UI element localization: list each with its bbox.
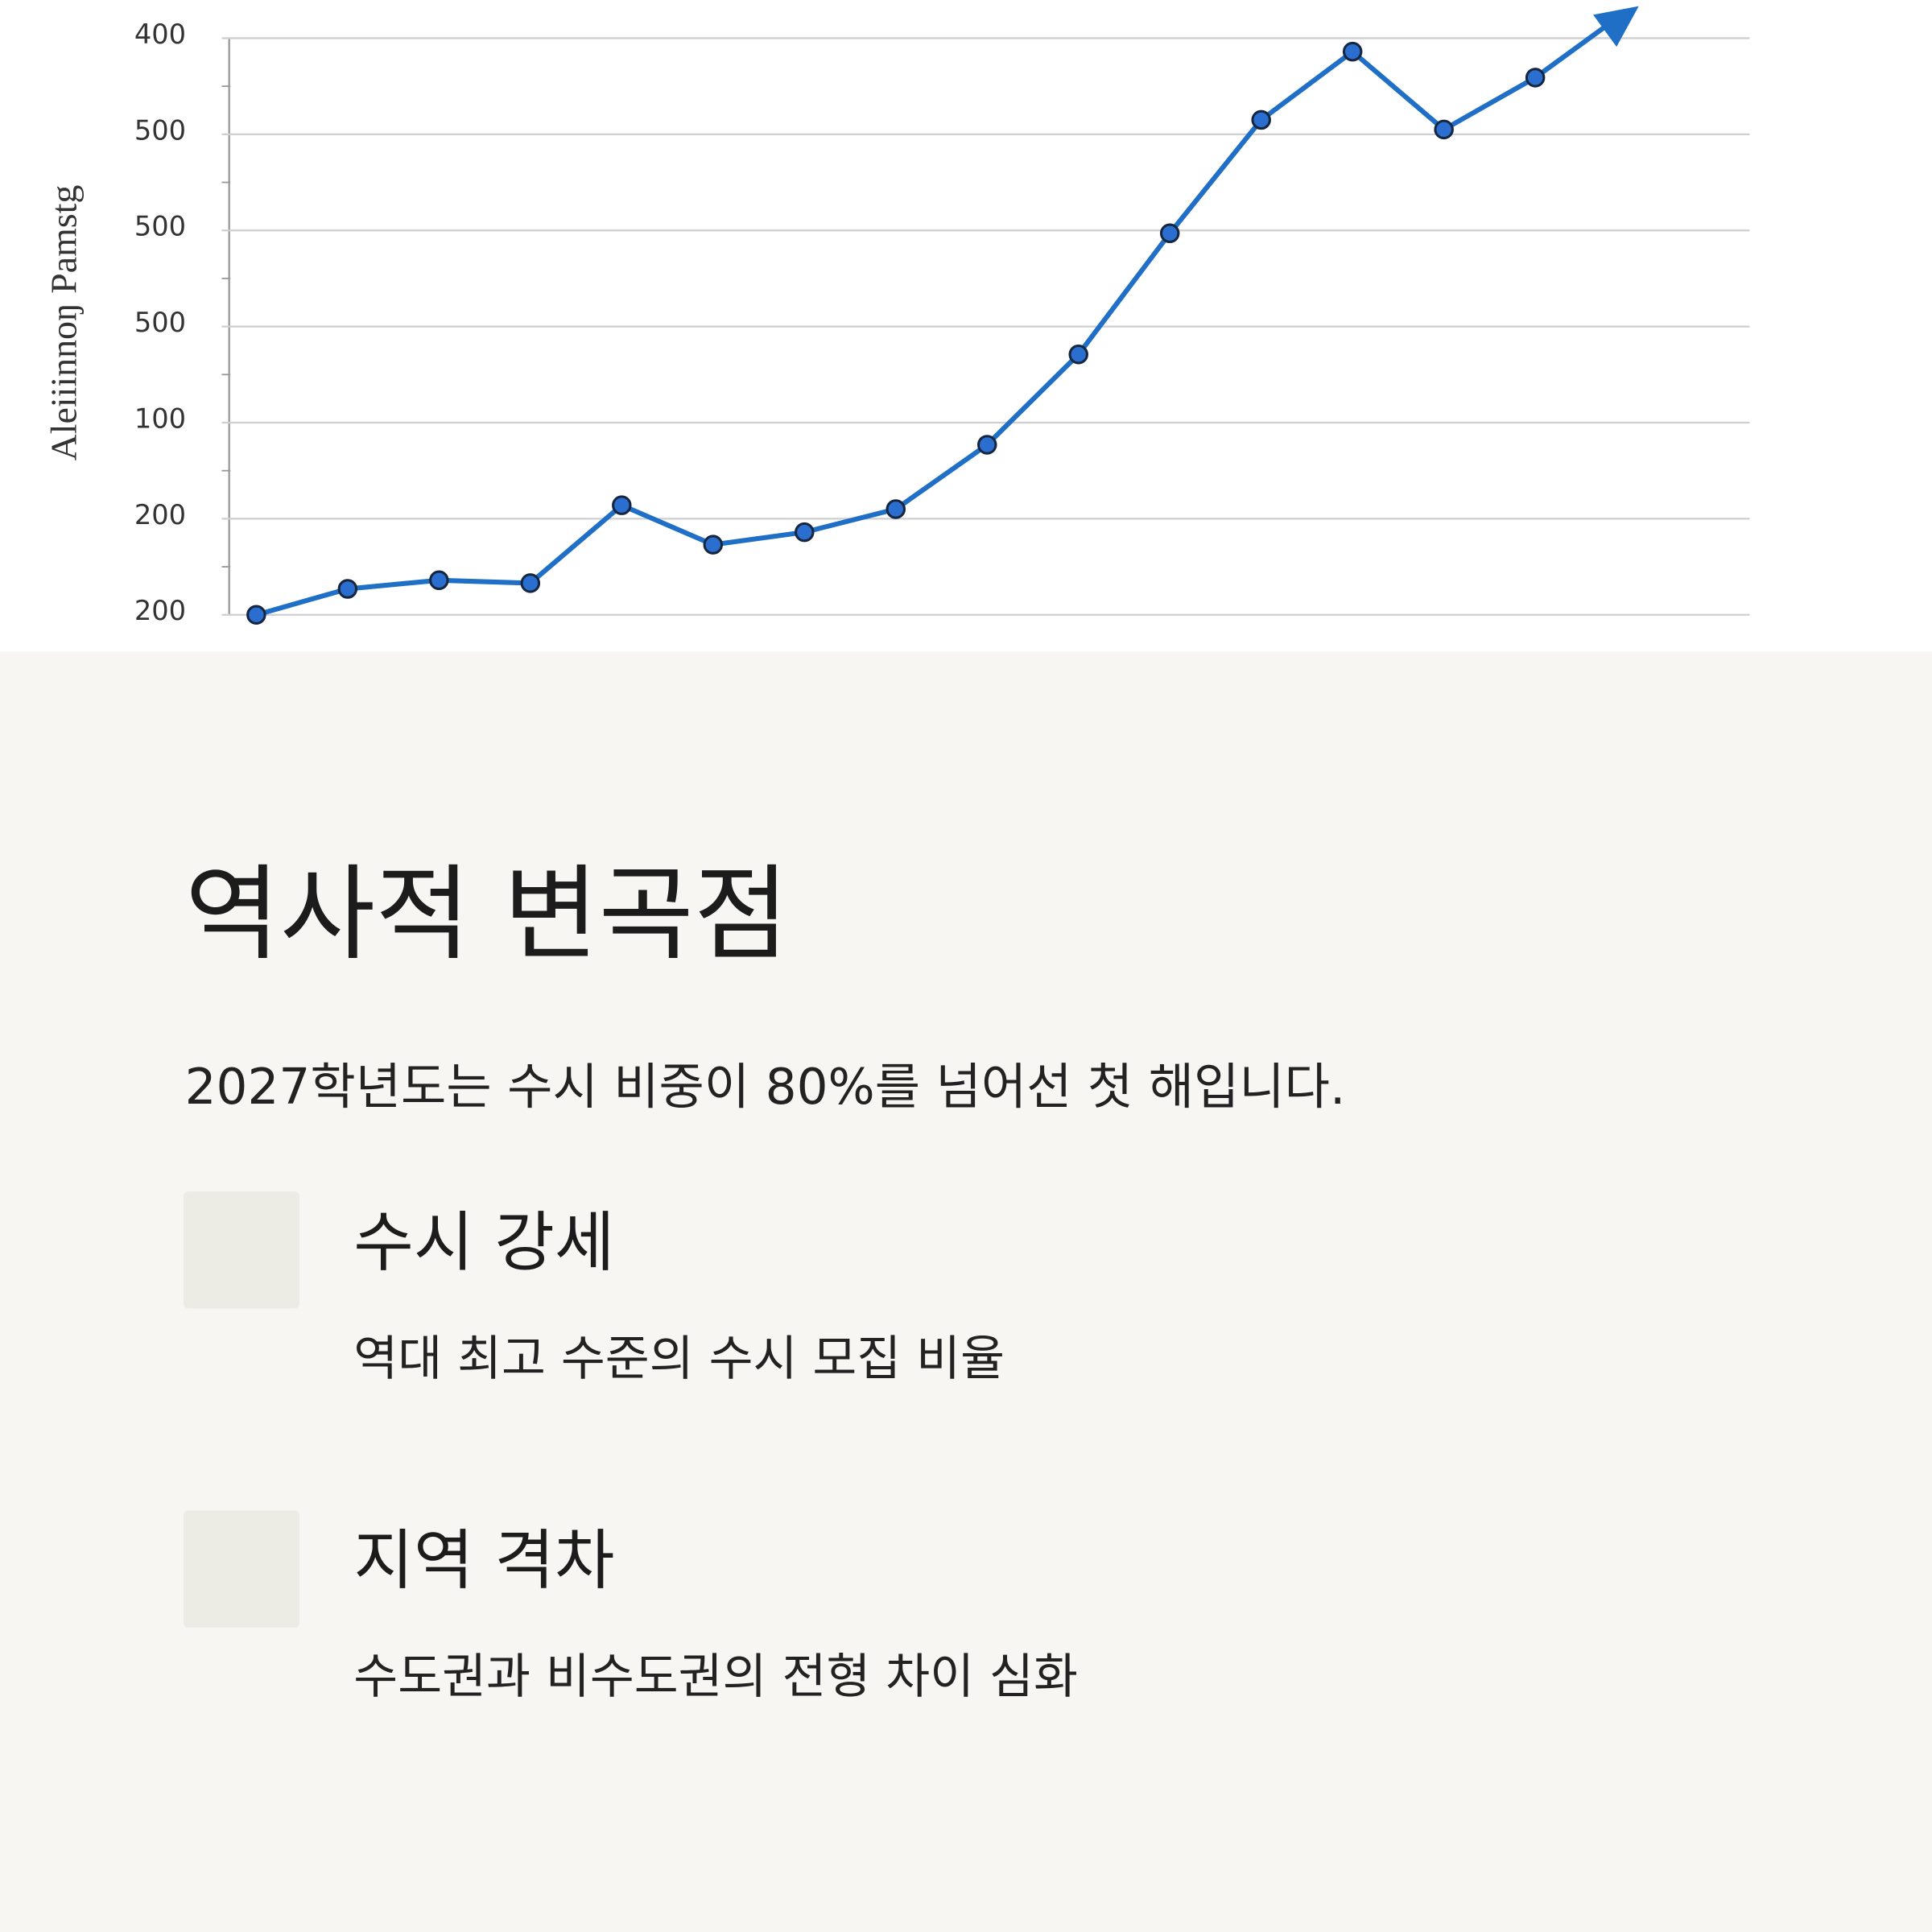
data-point [1068,344,1088,365]
y-tick-label: 200 [134,499,186,530]
item-description: 역대 최고 수준의 수시 모집 비율 [353,1331,1005,1387]
trend-arrow-head [1593,6,1639,47]
data-point [1434,119,1454,140]
data-point [976,435,997,455]
data-point [886,499,906,519]
item-title: 수시 강세 [353,1205,614,1281]
data-point [520,573,541,593]
data-point [429,570,449,591]
y-axis-label: Aleiiinnoŋ Pamstg [43,185,85,461]
data-point [612,495,632,515]
data-point [1342,41,1363,62]
trend-arrow-shaft [1534,23,1610,80]
data-point [1159,223,1180,244]
item-title: 지역 격차 [353,1523,614,1599]
data-point [795,522,815,543]
item-description: 수도권과 비수도권의 전형 차이 심화 [353,1649,1078,1705]
y-tick-label: 500 [134,307,186,338]
subtitle: 2027학년도는 수시 비중이 80%를 넘어선 첫 해입니다. [185,1059,1346,1116]
data-point [1251,109,1271,130]
data-point [246,605,266,625]
item-icon [184,1510,299,1628]
heading: 역사적 변곡점 [185,855,790,975]
y-tick-label: 500 [134,211,186,242]
chart: 200 200 100 500 500 500 400 [134,6,1750,626]
data-point [337,579,358,599]
y-tick-label: 200 [134,595,186,626]
y-tick-label: 400 [134,19,186,50]
data-point [1525,68,1546,88]
y-tick-label: 500 [134,114,186,146]
y-tick-label: 100 [134,402,186,434]
item-icon [184,1191,299,1309]
data-point [703,535,724,555]
